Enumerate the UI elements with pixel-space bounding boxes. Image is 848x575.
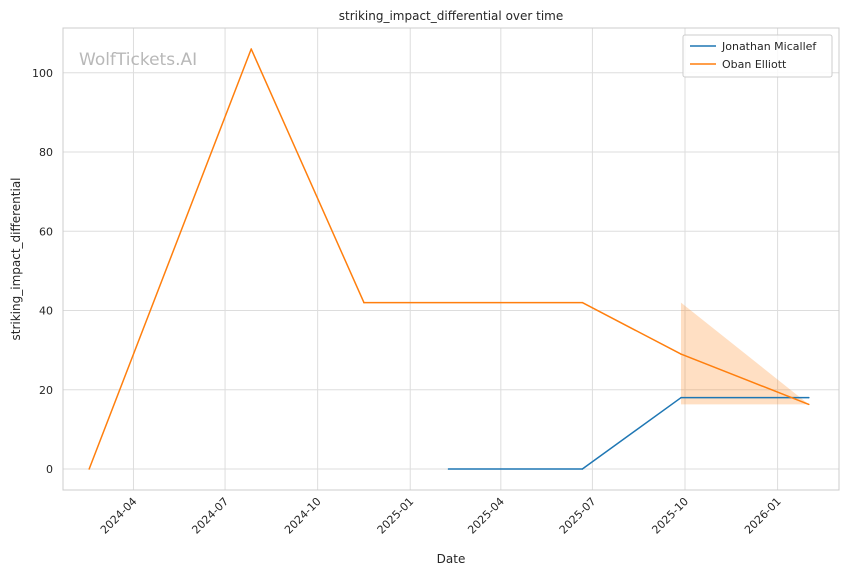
data-point [250, 48, 252, 50]
y-tick-label: 0 [46, 463, 53, 476]
data-point [680, 396, 682, 399]
y-axis-ticks: 0 20 40 60 80 100 [32, 67, 53, 476]
data-point [447, 468, 450, 470]
data-point [581, 468, 584, 470]
confidence-band [680, 302, 809, 405]
data-point [808, 403, 810, 406]
confidence-bands [680, 302, 809, 405]
data-point [808, 396, 810, 399]
legend: Jonathan Micallef Oban Elliott [682, 34, 833, 78]
data-point [88, 468, 90, 470]
x-axis-title: Date [437, 552, 466, 566]
y-tick-label: 60 [39, 225, 53, 238]
data-point [680, 353, 682, 355]
data-point [363, 301, 365, 304]
legend-box [682, 34, 833, 78]
plot-area-frame [62, 27, 840, 491]
chart-title: striking_impact_differential over time [339, 9, 564, 23]
y-axis-title: striking_impact_differential [9, 177, 23, 340]
series-line [88, 48, 810, 470]
legend-label: Jonathan Micallef [721, 40, 817, 53]
legend-label: Oban Elliott [722, 58, 787, 71]
y-tick-label: 80 [39, 146, 53, 159]
series-lines [88, 48, 810, 470]
watermark: WolfTickets.AI [79, 50, 197, 70]
y-tick-label: 40 [39, 305, 53, 318]
series-line [448, 396, 809, 470]
data-point [581, 301, 584, 304]
y-tick-label: 100 [32, 67, 53, 80]
y-tick-label: 20 [39, 384, 53, 397]
